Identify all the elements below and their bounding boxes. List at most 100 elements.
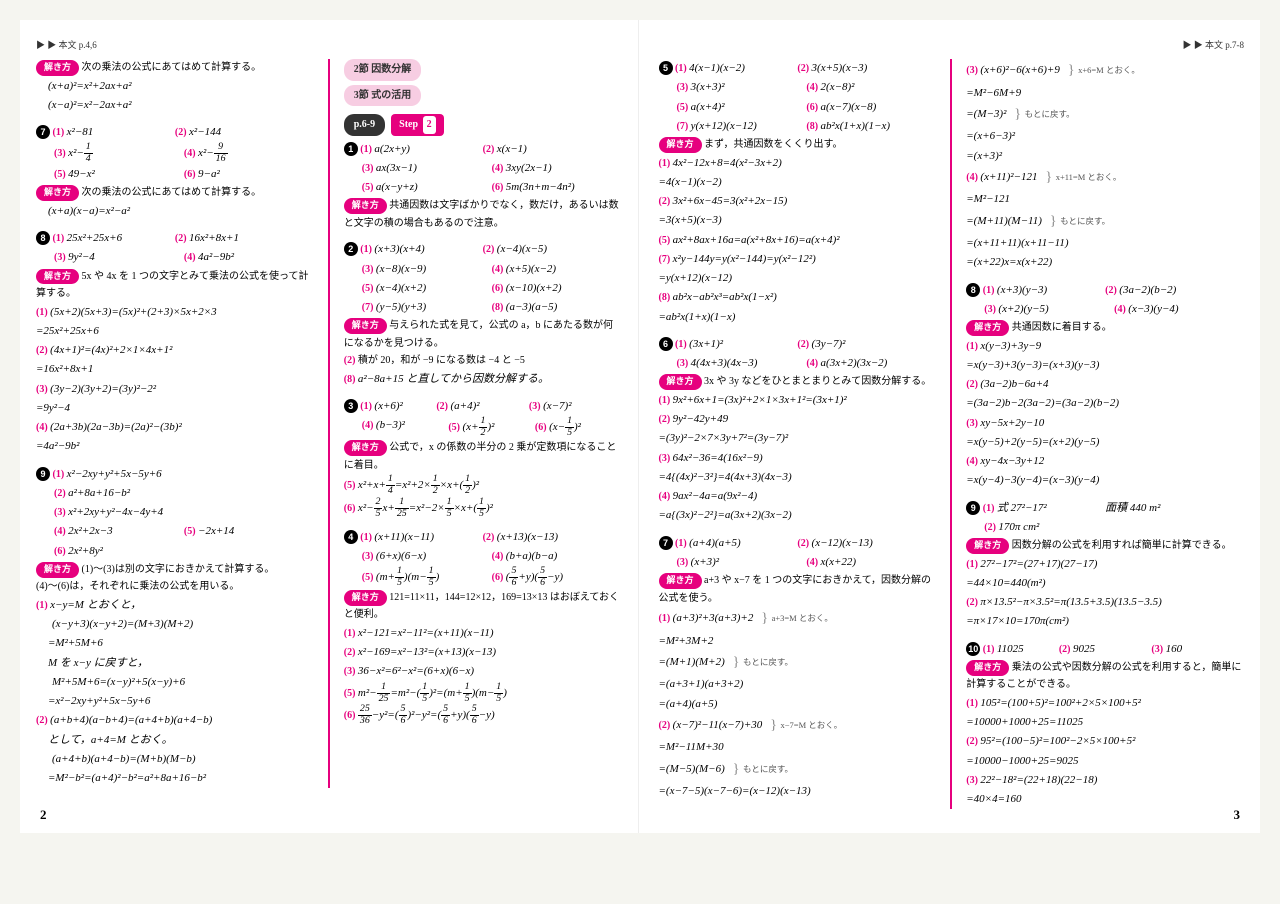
eq: 27²−17²=(27+17)(27−17)	[980, 558, 1097, 570]
ans: 2(x−8)²	[821, 81, 855, 93]
eq: (x+6)²−6(x+6)+9	[980, 64, 1059, 76]
ans: (3x+1)²	[689, 338, 723, 350]
qnum: 1	[344, 142, 358, 156]
eq: x²−121=x²−11²=(x+11)(x−11)	[358, 627, 494, 639]
text: 次の乗法の公式にあてはめて計算する。	[82, 187, 262, 198]
eq: =(x+3)²	[966, 147, 1244, 166]
ans: y(x+12)(x−12)	[691, 120, 757, 132]
eq: =ab²x(1+x)(1−x)	[659, 308, 937, 327]
eq: xy−4x−3y+12	[980, 455, 1044, 467]
eq: m²−125=m²−(15)²=(m+15)(m−15)	[358, 687, 507, 699]
ans: (a+4)(a+5)	[689, 537, 741, 549]
eq: 22²−18²=(22+18)(22−18)	[980, 774, 1097, 786]
ans: 5m(3n+m−4n²)	[506, 181, 575, 193]
kaisetsu-badge: 解き方	[659, 573, 702, 589]
eq: =x(y−5)+2(y−5)=(x+2)(y−5)	[966, 433, 1244, 452]
qnum: 10	[966, 642, 980, 656]
eq: =10000−1000+25=9025	[966, 752, 1244, 771]
eq: =M²−6M+9	[966, 84, 1244, 103]
ans: x²−144	[189, 126, 221, 138]
eq: (x+11)²−121	[980, 171, 1037, 183]
step-label: Step	[399, 119, 418, 130]
ans: 3(x+3)²	[691, 81, 725, 93]
ref-text: ▶ 本文 p.7-8	[1194, 40, 1244, 50]
ans: a(x−7)(x−8)	[821, 101, 877, 113]
ans: x²−81	[67, 126, 94, 138]
ans: 9025	[1073, 643, 1095, 655]
eq: 3x²+6x−45=3(x²+2x−15)	[673, 195, 788, 207]
ans: a(3x+2)(3x−2)	[821, 357, 888, 369]
qnum: 9	[966, 501, 980, 515]
eq: =x(y−4)−3(y−4)=(x−3)(y−4)	[966, 471, 1244, 490]
eq: =40×4=160	[966, 790, 1244, 809]
eq: =(3a−2)b−2(3a−2)=(3a−2)(b−2)	[966, 394, 1244, 413]
formula: (x+a)²=x²+2ax+a²	[48, 77, 314, 96]
eq: =M²−121	[966, 190, 1244, 209]
kaisetsu-badge: 解き方	[36, 562, 79, 578]
formula: (x−a)²=x²−2ax+a²	[48, 96, 314, 115]
left-page: ▶ ▶ 本文 p.4,6 解き方 次の乗法の公式にあてはめて計算する。 (x+a…	[20, 20, 639, 833]
anno: x+11=M とおく。	[1045, 166, 1121, 191]
ans: ax(3x−1)	[376, 162, 417, 174]
ans: (x+2)(y−5)	[998, 303, 1048, 315]
eq: 9x²+6x+1=(3x)²+2×1×3x+1²=(3x+1)²	[673, 394, 847, 406]
eq: ax²+8ax+16a=a(x²+8x+16)=a(x+4)²	[673, 234, 840, 246]
text: 次の乗法の公式にあてはめて計算する。	[82, 62, 262, 73]
eq: 2536−y²=(56)²−y²=(56+y)(56−y)	[358, 709, 495, 721]
eq: M²+5M+6=(x−y)²+5(x−y)+6	[52, 673, 314, 692]
eq: =(x+22)x=x(x+22)	[966, 253, 1244, 272]
ans: 2x²+2x−3	[68, 525, 112, 537]
eq: x²−169=x²−13²=(x+13)(x−13)	[358, 646, 496, 658]
ans: (x+3)²	[691, 556, 719, 568]
ans: 4a²−9b²	[198, 251, 234, 263]
qnum: 8	[966, 283, 980, 297]
text: 3x や 3y などをひとまとまりとみて因数分解する。	[704, 376, 931, 387]
top-ref-right: ▶ ▶ 本文 p.7-8	[659, 38, 1245, 51]
eq: (2a+3b)(2a−3b)=(2a)²−(3b)²	[50, 421, 182, 433]
ans: 9y²−4	[68, 251, 95, 263]
eq: (a+3)²+3(a+3)+2	[673, 612, 754, 624]
ans: 25x²+25x+6	[67, 232, 122, 244]
ans: (x−4)(x+2)	[376, 282, 426, 294]
ans: 11025	[997, 643, 1024, 655]
ans: (x+12)²	[463, 421, 495, 433]
eq: =M²−b²=(a+4)²−b²=a²+8a+16−b²	[48, 769, 314, 788]
eq: =3(x+5)(x−3)	[659, 211, 937, 230]
ans: (x+6)²	[374, 400, 402, 412]
page-ref-badge: p.6-9	[344, 114, 385, 136]
text: a²−8a+15 と直してから因数分解する。	[358, 373, 549, 385]
eq: 9y²−42y+49	[673, 413, 728, 425]
ans: a²+8a+16−b²	[68, 487, 130, 499]
text: (1)～(3)は別の文字におきかえて計算する。	[82, 564, 275, 575]
page-spread: ▶ ▶ 本文 p.4,6 解き方 次の乗法の公式にあてはめて計算する。 (x+a…	[20, 20, 1260, 833]
formula: (x+a)(x−a)=x²−a²	[48, 202, 314, 221]
eq: (3a−2)b−6a+4	[980, 378, 1048, 390]
qnum: 2	[344, 242, 358, 256]
kaisetsu-badge: 解き方	[966, 660, 1009, 676]
eq: =(M+1)(M+2)	[659, 656, 725, 668]
ans: (x−8)(x−9)	[376, 263, 426, 275]
eq: として，a+4=M とおく。	[48, 731, 314, 750]
ans: 4(4x+3)(4x−3)	[691, 357, 758, 369]
kaisetsu-badge: 解き方	[344, 440, 387, 456]
eq: (3y−2)(3y+2)=(3y)²−2²	[50, 383, 156, 395]
eq: =(M−3)²	[966, 108, 1006, 120]
ans: (a−3)(a−5)	[506, 301, 558, 313]
kaisetsu-badge: 解き方	[344, 318, 387, 334]
eq: =(a+4)(a+5)	[659, 695, 937, 714]
qnum: 4	[344, 530, 358, 544]
ans: (x−10)(x+2)	[506, 282, 562, 294]
eq: =M²+3M+2	[659, 632, 937, 651]
ans: (m+15)(m−15)	[376, 571, 439, 583]
text: 共通因数に着目する。	[1012, 322, 1112, 333]
ans: (x+5)(x−2)	[506, 263, 556, 275]
eq: =M²−11M+30	[659, 738, 937, 757]
ans: a(2x+y)	[374, 143, 410, 155]
text: 因数分解の公式を利用すれば簡単に計算できる。	[1012, 540, 1232, 551]
eq: xy−5x+2y−10	[980, 417, 1044, 429]
eq: 105²=(100+5)²=100²+2×5×100+5²	[980, 697, 1140, 709]
ans: 9−a²	[198, 168, 220, 180]
text: (4)～(6)は，それぞれに乗法の公式を用いる。	[36, 578, 314, 596]
qnum: 3	[344, 399, 358, 413]
ans: a(x+4)²	[691, 101, 725, 113]
